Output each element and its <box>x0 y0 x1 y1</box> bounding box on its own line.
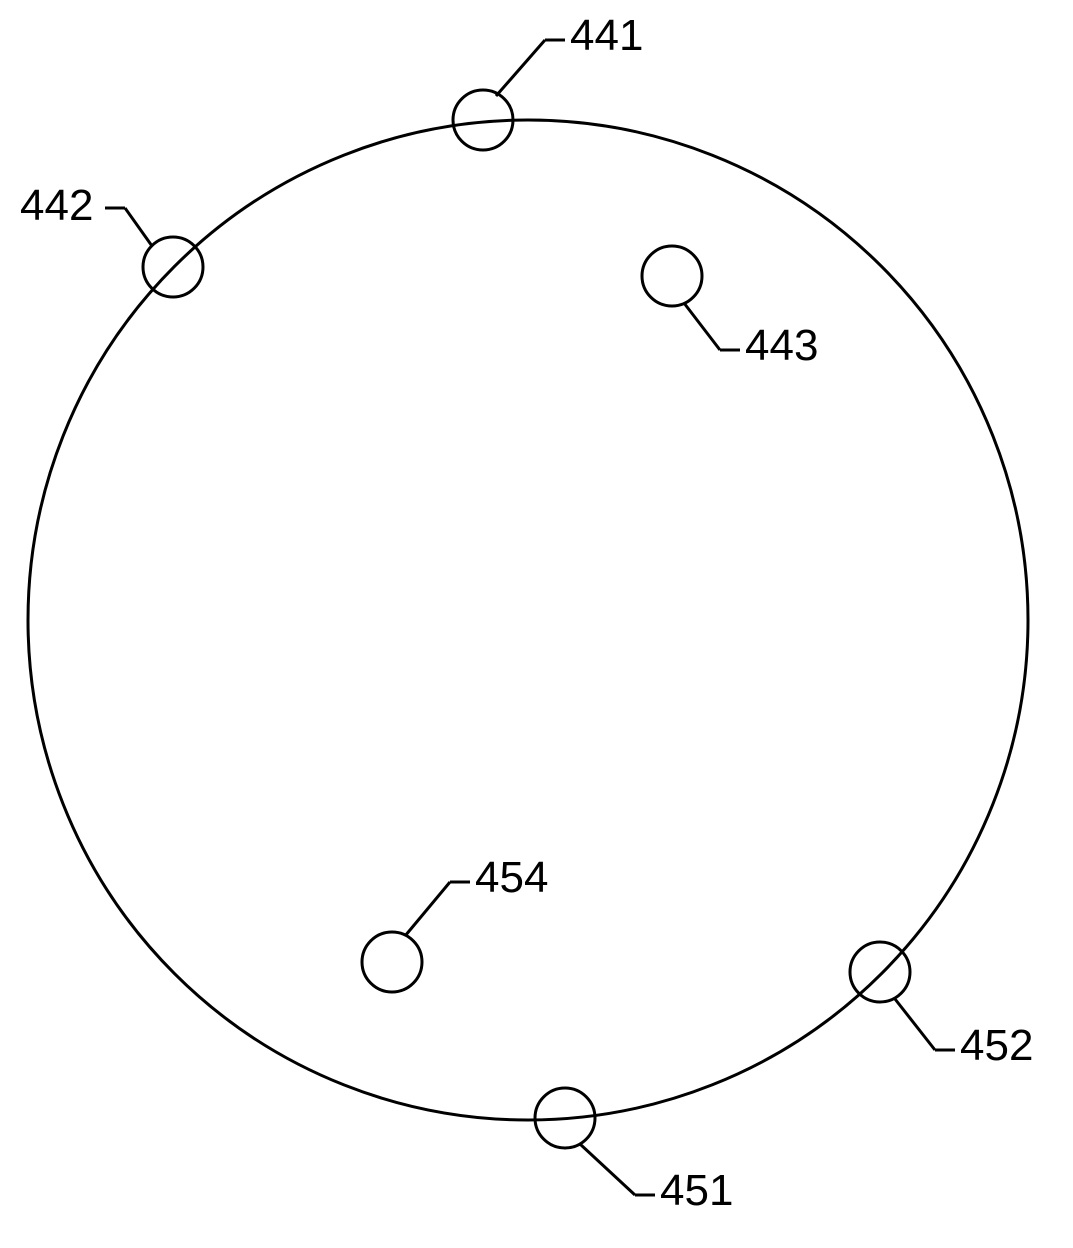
label-442: 442 <box>20 181 93 230</box>
point-circle-452 <box>850 942 910 1002</box>
label-452: 452 <box>960 1021 1033 1070</box>
leader-diagonal-454 <box>405 882 450 936</box>
label-454: 454 <box>475 853 548 902</box>
main-circle <box>28 120 1028 1120</box>
label-451: 451 <box>660 1166 733 1215</box>
point-circle-443 <box>642 246 702 306</box>
label-443: 443 <box>745 321 818 370</box>
point-circle-454 <box>362 932 422 992</box>
label-441: 441 <box>570 11 643 60</box>
leader-diagonal-452 <box>895 999 935 1050</box>
leader-diagonal-451 <box>580 1144 635 1195</box>
leader-diagonal-442 <box>125 208 152 246</box>
technical-diagram: 441 442 443 454 452 451 <box>0 0 1073 1248</box>
labeled-points-group: 441 442 443 454 452 451 <box>20 11 1033 1215</box>
leader-diagonal-443 <box>684 303 720 350</box>
leader-diagonal-441 <box>496 40 545 96</box>
